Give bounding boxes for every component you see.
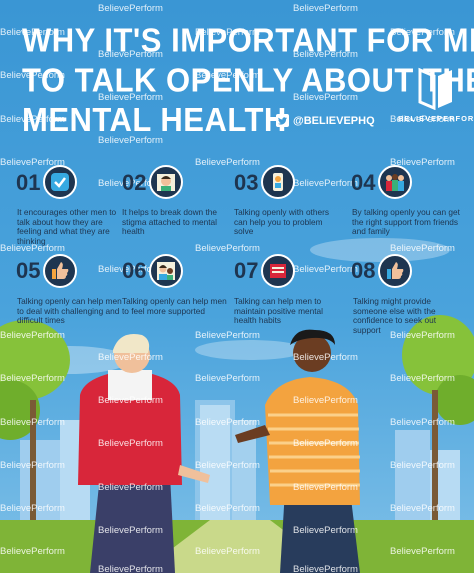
item-number: 04	[351, 170, 376, 195]
item-text: It encourages other men to talk about ho…	[17, 207, 117, 246]
handle-text: @BELIEVEPHQ	[293, 114, 375, 127]
item-text: Talking openly can help men to deal with…	[17, 296, 122, 325]
watermark: BelievePerform	[390, 546, 455, 557]
watermark: BelievePerform	[98, 49, 163, 60]
twitter-icon	[276, 114, 289, 127]
watermark: BelievePerform	[98, 482, 163, 493]
two-men-talking-illustration	[78, 329, 360, 573]
item-number: 08	[351, 258, 376, 283]
item-number: 02	[122, 170, 147, 195]
social-handle[interactable]: @BELIEVEPHQ	[276, 114, 375, 127]
item-text: Talking openly with others can help you …	[234, 207, 330, 236]
item-text: By talking openly you can get the right …	[352, 207, 460, 236]
watermark: BelievePerform	[195, 243, 260, 254]
watermark: BelievePerform	[390, 373, 455, 384]
logo-text: BELIEVEPERFORM	[398, 114, 474, 123]
watermark: BelievePerform	[195, 330, 260, 341]
title-line-1: WHY IT'S IMPORTANT FOR MEN	[22, 21, 474, 59]
item-number: 06	[122, 258, 147, 283]
watermark: BelievePerform	[293, 525, 358, 536]
watermark: BelievePerform	[390, 417, 455, 428]
watermark: BelievePerform	[293, 264, 358, 275]
watermark: BelievePerform	[195, 157, 260, 168]
watermark: BelievePerform	[195, 70, 260, 81]
watermark: BelievePerform	[98, 3, 163, 14]
watermark: BelievePerform	[0, 70, 65, 81]
phone-chat-icon	[261, 165, 295, 199]
watermark: BelievePerform	[195, 373, 260, 384]
watermark: BelievePerform	[0, 460, 65, 471]
watermark: BelievePerform	[195, 503, 260, 514]
watermark: BelievePerform	[0, 243, 65, 254]
watermark: BelievePerform	[293, 352, 358, 363]
watermark: BelievePerform	[293, 92, 358, 103]
watermark: BelievePerform	[293, 395, 358, 406]
watermark: BelievePerform	[98, 92, 163, 103]
watermark: BelievePerform	[0, 330, 65, 341]
watermark: BelievePerform	[390, 27, 455, 38]
item-text: Talking might provide someone else with …	[353, 296, 437, 335]
trees-decoration	[0, 315, 474, 520]
watermark: BelievePerform	[195, 417, 260, 428]
couple-icon	[149, 254, 183, 288]
book-logo-icon	[418, 67, 452, 110]
notebook-icon	[261, 254, 295, 288]
watermark: BelievePerform	[390, 114, 455, 125]
watermark: BelievePerform	[293, 482, 358, 493]
watermark: BelievePerform	[390, 243, 455, 254]
thumbs-up-icon	[43, 254, 77, 288]
watermark: BelievePerform	[195, 460, 260, 471]
city-skyline	[20, 400, 460, 530]
watermark: BelievePerform	[293, 3, 358, 14]
believeperform-logo: BELIEVEPERFORM	[398, 66, 474, 136]
watermark: BelievePerform	[98, 564, 163, 573]
watermark: BelievePerform	[0, 27, 65, 38]
watermark: BelievePerform	[390, 460, 455, 471]
watermark: BelievePerform	[98, 438, 163, 449]
watermark: BelievePerform	[293, 438, 358, 449]
item-number: 03	[234, 170, 259, 195]
title-line-3: MENTAL HEALTH	[22, 101, 287, 139]
watermark: BelievePerform	[0, 503, 65, 514]
watermark: BelievePerform	[98, 178, 163, 189]
watermark: BelievePerform	[0, 157, 65, 168]
watermark: BelievePerform	[98, 525, 163, 536]
item-number: 07	[234, 258, 259, 283]
watermark: BelievePerform	[98, 395, 163, 406]
checkmark-icon	[43, 165, 77, 199]
item-number: 01	[16, 170, 41, 195]
watermark: BelievePerform	[195, 27, 260, 38]
watermark: BelievePerform	[390, 503, 455, 514]
page-title: WHY IT'S IMPORTANT FOR MEN TO TALK OPENL…	[22, 20, 474, 140]
watermark: BelievePerform	[0, 114, 65, 125]
watermark: BelievePerform	[293, 178, 358, 189]
watermark: BelievePerform	[0, 417, 65, 428]
watermark: BelievePerform	[98, 352, 163, 363]
watermark: BelievePerform	[98, 135, 163, 146]
watermark: BelievePerform	[0, 373, 65, 384]
watermark: BelievePerform	[195, 546, 260, 557]
man-face-icon	[149, 165, 183, 199]
watermark: BelievePerform	[390, 157, 455, 168]
watermark: BelievePerform	[390, 330, 455, 341]
item-number: 05	[16, 258, 41, 283]
item-text: It helps to break down the stigma attach…	[122, 207, 218, 236]
watermark: BelievePerform	[293, 564, 358, 573]
watermark: BelievePerform	[98, 264, 163, 275]
item-text: Talking openly can help men to feel more…	[122, 296, 227, 316]
thumbs-up-hand-icon	[378, 254, 412, 288]
watermark: BelievePerform	[0, 546, 65, 557]
title-line-2: TO TALK OPENLY ABOUT THEIR	[22, 61, 474, 99]
group-people-icon	[378, 165, 412, 199]
item-text: Talking can help men to maintain positiv…	[234, 296, 324, 325]
watermark: BelievePerform	[293, 49, 358, 60]
